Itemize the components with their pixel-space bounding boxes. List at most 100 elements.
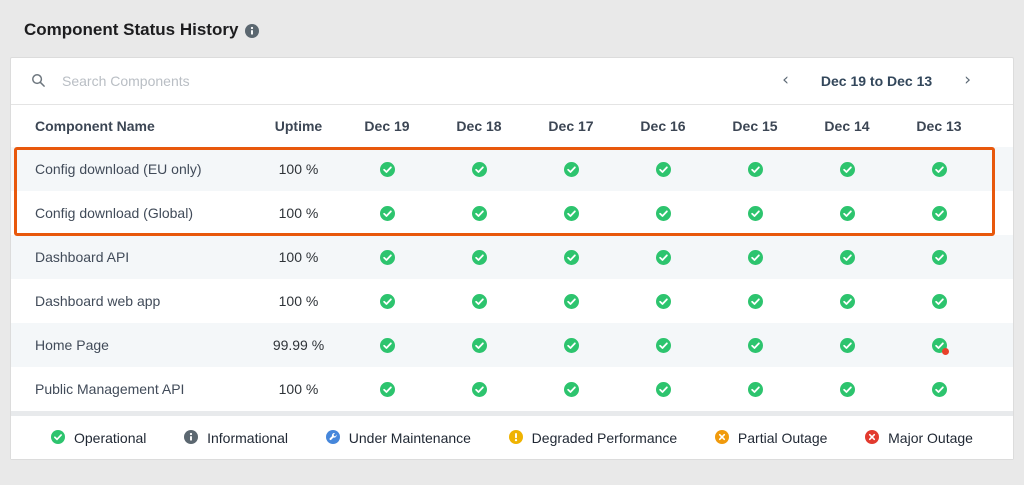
status-cell[interactable] (433, 382, 525, 397)
status-cell[interactable] (525, 338, 617, 353)
search-input[interactable] (62, 72, 482, 89)
operational-status-icon[interactable] (840, 294, 855, 309)
operational-status-icon[interactable] (564, 162, 579, 177)
status-cell[interactable] (709, 250, 801, 265)
operational-status-icon[interactable] (564, 206, 579, 221)
operational-status-icon[interactable] (472, 206, 487, 221)
component-name: Config download (Global) (35, 205, 193, 222)
operational-status-icon[interactable] (380, 250, 395, 265)
date-range-label: Dec 19 to Dec 13 (820, 72, 933, 89)
status-cell[interactable] (341, 206, 433, 221)
status-cell[interactable] (893, 250, 985, 265)
status-cell[interactable] (893, 206, 985, 221)
prev-date-range-button[interactable]: ‹ (778, 70, 793, 91)
operational-status-icon[interactable] (656, 250, 671, 265)
operational-status-icon[interactable] (564, 382, 579, 397)
operational-status-icon[interactable] (748, 294, 763, 309)
status-cell[interactable] (709, 162, 801, 177)
incident-dot (941, 347, 949, 355)
status-cell[interactable] (801, 250, 893, 265)
operational-status-icon[interactable] (932, 162, 947, 177)
status-cell[interactable] (801, 294, 893, 309)
status-cell[interactable] (525, 162, 617, 177)
status-cell[interactable] (709, 382, 801, 397)
operational-status-icon[interactable] (380, 382, 395, 397)
status-cell[interactable] (893, 294, 985, 309)
operational-status-icon[interactable] (840, 162, 855, 177)
operational-status-icon[interactable] (564, 250, 579, 265)
operational-status-icon[interactable] (564, 338, 579, 353)
status-cell[interactable] (801, 338, 893, 353)
operational-status-icon[interactable] (472, 294, 487, 309)
operational-status-icon[interactable] (748, 250, 763, 265)
status-cell[interactable] (433, 294, 525, 309)
status-cell[interactable] (433, 206, 525, 221)
operational-status-icon[interactable] (656, 206, 671, 221)
operational-status-icon[interactable] (932, 250, 947, 265)
status-cell[interactable] (617, 382, 709, 397)
major-status-icon (865, 430, 880, 445)
operational-status-icon[interactable] (932, 338, 949, 355)
operational-status-icon[interactable] (840, 338, 855, 353)
status-cell[interactable] (893, 338, 985, 355)
operational-status-icon[interactable] (472, 338, 487, 353)
status-cell[interactable] (617, 338, 709, 353)
operational-status-icon[interactable] (656, 382, 671, 397)
operational-status-icon[interactable] (932, 294, 947, 309)
page-header: Component Status History (0, 0, 1024, 54)
status-cell[interactable] (617, 162, 709, 177)
status-cell[interactable] (709, 206, 801, 221)
operational-status-icon[interactable] (840, 382, 855, 397)
operational-status-icon[interactable] (748, 206, 763, 221)
search-icon (31, 73, 46, 88)
operational-status-icon[interactable] (656, 338, 671, 353)
status-cell[interactable] (341, 294, 433, 309)
status-cell[interactable] (341, 338, 433, 353)
status-cell[interactable] (525, 382, 617, 397)
operational-status-icon[interactable] (748, 382, 763, 397)
operational-status-icon[interactable] (472, 382, 487, 397)
status-cell[interactable] (525, 294, 617, 309)
status-cell[interactable] (617, 294, 709, 309)
operational-status-icon[interactable] (380, 294, 395, 309)
operational-status-icon[interactable] (472, 162, 487, 177)
status-cell[interactable] (341, 162, 433, 177)
status-cell[interactable] (893, 162, 985, 177)
operational-status-icon[interactable] (840, 206, 855, 221)
status-cell[interactable] (525, 250, 617, 265)
operational-status-icon[interactable] (840, 250, 855, 265)
operational-status-icon[interactable] (748, 338, 763, 353)
status-cell[interactable] (801, 162, 893, 177)
status-cell[interactable] (617, 206, 709, 221)
operational-status-icon[interactable] (748, 162, 763, 177)
operational-status-icon[interactable] (564, 294, 579, 309)
status-cell[interactable] (617, 250, 709, 265)
legend-item-informational: Informational (184, 430, 288, 446)
status-cell[interactable] (893, 382, 985, 397)
status-cell[interactable] (801, 206, 893, 221)
operational-status-icon[interactable] (380, 206, 395, 221)
operational-status-icon[interactable] (932, 382, 947, 397)
status-cell[interactable] (801, 382, 893, 397)
uptime-value: 100 % (278, 293, 319, 310)
status-cell[interactable] (433, 338, 525, 353)
next-date-range-button[interactable]: › (960, 70, 975, 91)
status-cell[interactable] (709, 294, 801, 309)
maintenance-status-icon (326, 430, 341, 445)
info-icon[interactable] (245, 24, 259, 38)
status-cell[interactable] (709, 338, 801, 353)
operational-status-icon[interactable] (656, 162, 671, 177)
operational-status-icon[interactable] (380, 338, 395, 353)
status-cell[interactable] (433, 162, 525, 177)
status-cell[interactable] (341, 382, 433, 397)
search-bar[interactable] (31, 72, 778, 89)
status-cell[interactable] (341, 250, 433, 265)
operational-status-icon[interactable] (472, 250, 487, 265)
operational-status-icon[interactable] (932, 206, 947, 221)
status-cell[interactable] (525, 206, 617, 221)
operational-status-icon[interactable] (656, 294, 671, 309)
status-cells (341, 338, 1013, 355)
informational-status-icon (184, 430, 199, 445)
operational-status-icon[interactable] (380, 162, 395, 177)
status-cell[interactable] (433, 250, 525, 265)
